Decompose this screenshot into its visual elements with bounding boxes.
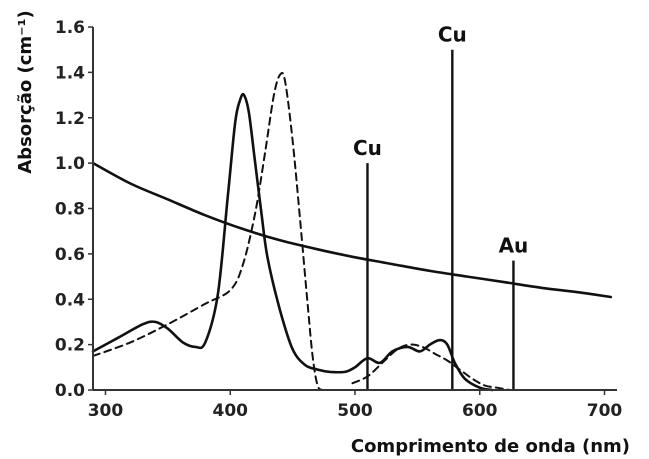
series-line-3 (351, 343, 511, 391)
y-axis-title: Absorção (cm⁻¹) (15, 10, 36, 174)
x-tick-label: 600 (462, 401, 498, 421)
spectral-line-label: Cu (438, 23, 467, 47)
series-line-1 (91, 92, 494, 392)
series-line-2 (92, 71, 324, 391)
spectral-line-label: Cu (353, 136, 382, 160)
x-tick-label: 400 (212, 401, 248, 421)
y-tick-label: 1.6 (55, 18, 85, 38)
ticks-layer: 300 400 500 600 700 0.0 0.2 0.4 0.6 0.8 1.0 1.2 1.4 1… (55, 18, 623, 421)
y-tick-label: 0.4 (55, 290, 85, 310)
x-tick-label: 500 (337, 401, 373, 421)
series-line-4 (91, 161, 613, 299)
x-tick-label: 300 (88, 401, 124, 421)
series-layer (91, 71, 613, 392)
y-tick-label: 0.2 (55, 336, 85, 356)
y-tick-label: 0.6 (55, 245, 85, 265)
y-tick-label: 0.8 (55, 200, 85, 220)
y-tick-label: 1.4 (55, 63, 85, 83)
spectral-lines-layer: Cu Cu Au (353, 23, 528, 390)
spectral-line-label: Au (499, 234, 529, 258)
axes-layer (92, 27, 617, 391)
x-tick-label: 700 (587, 401, 623, 421)
x-axis-title: Comprimento de onda (nm) (351, 436, 630, 457)
y-tick-label: 1.0 (55, 154, 85, 174)
y-tick-label: 1.2 (55, 109, 85, 129)
y-tick-label: 0.0 (55, 381, 85, 401)
